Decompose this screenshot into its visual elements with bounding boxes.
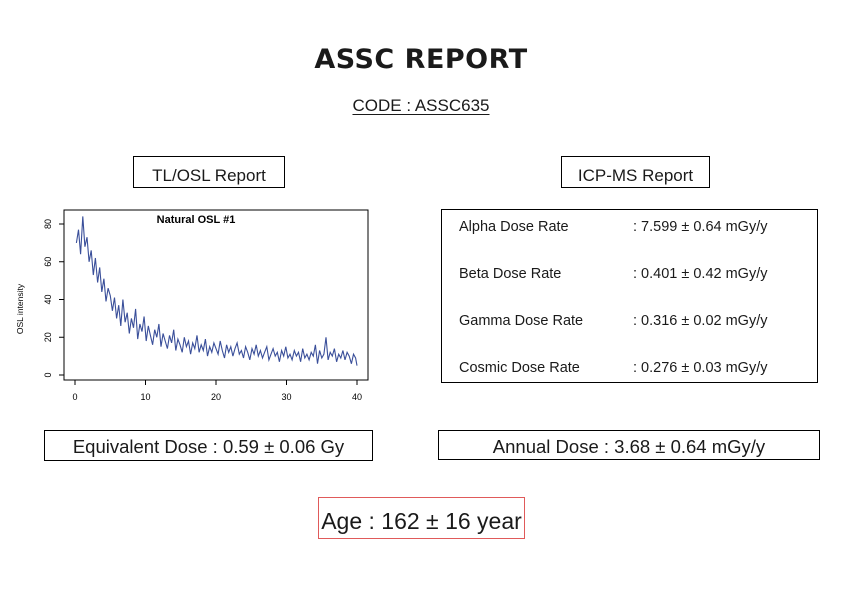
x-tick-label: 10	[140, 392, 150, 402]
x-tick-label: 0	[72, 392, 77, 402]
gamma-dose-label: Gamma Dose Rate	[459, 313, 584, 329]
cosmic-dose-row: Cosmic Dose Rate : 0.276 ± 0.03 mGy/y	[459, 360, 768, 376]
alpha-dose-label: Alpha Dose Rate	[459, 219, 569, 235]
tl-osl-report-label: TL/OSL Report	[133, 156, 285, 188]
icp-ms-report-label: ICP-MS Report	[561, 156, 710, 188]
icp-ms-table: Alpha Dose Rate : 7.599 ± 0.64 mGy/y Bet…	[441, 209, 818, 383]
cosmic-dose-value: : 0.276 ± 0.03 mGy/y	[633, 360, 768, 376]
gamma-dose-value: : 0.316 ± 0.02 mGy/y	[633, 313, 768, 329]
y-tick-label: 40	[43, 294, 53, 304]
alpha-dose-value: : 7.599 ± 0.64 mGy/y	[633, 219, 768, 235]
report-title: ASSC REPORT	[314, 44, 528, 75]
report-code: CODE : ASSC635	[0, 96, 842, 116]
alpha-dose-row: Alpha Dose Rate : 7.599 ± 0.64 mGy/y	[459, 219, 768, 235]
cosmic-dose-label: Cosmic Dose Rate	[459, 360, 580, 376]
beta-dose-row: Beta Dose Rate : 0.401 ± 0.42 mGy/y	[459, 266, 768, 282]
x-tick-label: 30	[281, 392, 291, 402]
equivalent-dose-box: Equivalent Dose : 0.59 ± 0.06 Gy	[44, 430, 373, 461]
chart-title: Natural OSL #1	[157, 214, 236, 226]
osl-series-line	[75, 216, 358, 366]
report-code-text: CODE : ASSC635	[352, 96, 490, 115]
y-tick-label: 80	[43, 219, 53, 229]
osl-chart: Natural OSL #1 0 10 20 30 40 0 20 40 60 80 OSL inte…	[15, 209, 369, 402]
x-tick-label: 40	[352, 392, 362, 402]
x-tick-label: 20	[211, 392, 221, 402]
y-tick-label: 60	[43, 257, 53, 267]
y-axis-label: OSL intensity	[15, 283, 25, 334]
annual-dose-box: Annual Dose : 3.68 ± 0.64 mGy/y	[438, 430, 820, 460]
beta-dose-label: Beta Dose Rate	[459, 266, 562, 282]
gamma-dose-row: Gamma Dose Rate : 0.316 ± 0.02 mGy/y	[459, 313, 768, 329]
y-tick-label: 0	[43, 372, 53, 377]
age-result-box: Age : 162 ± 16 year	[318, 497, 525, 539]
y-tick-label: 20	[43, 332, 53, 342]
beta-dose-value: : 0.401 ± 0.42 mGy/y	[633, 266, 768, 282]
